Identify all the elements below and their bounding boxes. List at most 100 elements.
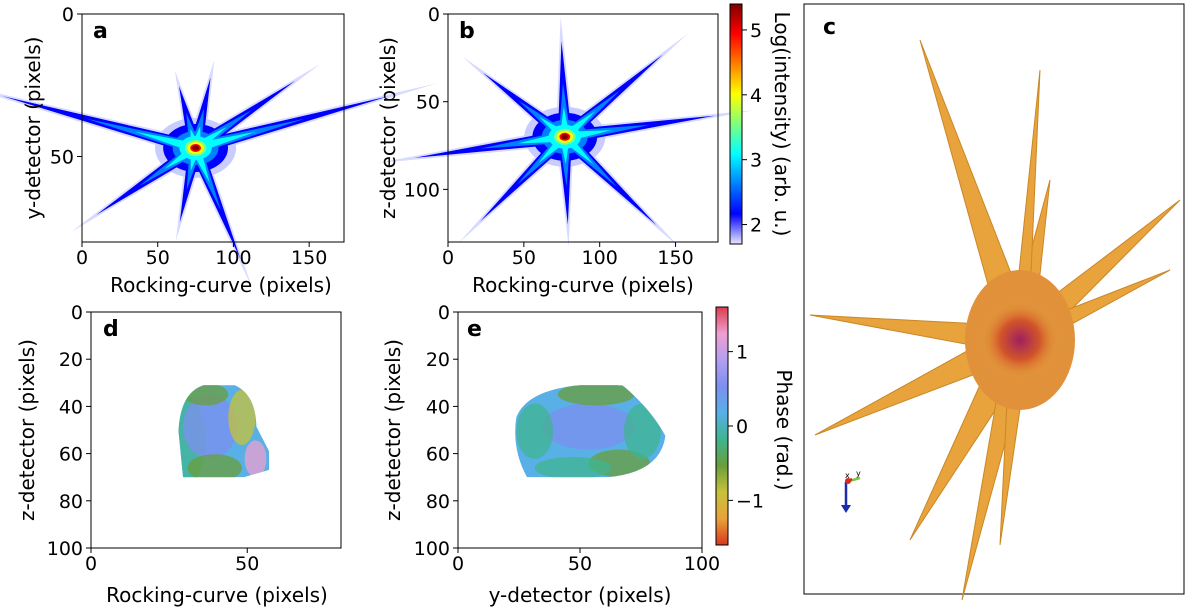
phase-region — [623, 403, 661, 459]
phase-region — [183, 394, 238, 459]
panel-e-ytick-label: 60 — [426, 444, 450, 466]
intensity-colorbar-gradient — [730, 4, 742, 244]
panel-e-label: e — [467, 317, 482, 342]
panel-b-xtick-label: 50 — [512, 247, 536, 269]
panel-b-xtick-label: 100 — [582, 247, 618, 269]
panel-b-label: b — [459, 19, 475, 44]
panel-a-xtick-label: 150 — [291, 247, 327, 269]
panel-b-xtick-label: 150 — [657, 247, 693, 269]
panel-d-frame — [90, 311, 342, 549]
panel-c-orientation-axes: x y — [841, 469, 861, 513]
panel-b-xtick-label: 0 — [442, 247, 454, 269]
panel-a-xtick-label: 100 — [215, 247, 251, 269]
phase-region — [228, 389, 256, 445]
intensity-streak — [414, 129, 566, 158]
panel-b-ytick-label: 100 — [404, 179, 440, 201]
panel-a-frame — [81, 13, 345, 243]
orientation-origin — [845, 478, 851, 484]
panel-d-ytick-label: 0 — [71, 302, 83, 324]
panel-c-isosurface — [809, 39, 1181, 601]
intensity-streak — [563, 115, 716, 144]
intensity-streak — [86, 118, 198, 154]
panel-c-label: c — [823, 15, 836, 40]
panel-a-ytick-label: 50 — [50, 147, 74, 169]
phase-colorbar-tick-label: −1 — [736, 490, 764, 512]
panel-b-ticks: 0 50 100 150 0 50 100 — [404, 4, 694, 269]
phase-region — [557, 385, 635, 406]
intensity-core — [192, 145, 199, 151]
phase-colorbar-label: Phase (rad.) — [772, 369, 796, 490]
panel-d-xlabel: Rocking-curve (pixels) — [106, 583, 328, 607]
panel-e-xlabel: y-detector (pixels) — [489, 583, 672, 607]
panel-a: a 0 50 100 150 0 50 Rocking-curve (pixels) y-… — [0, 4, 438, 297]
intensity-colorbar-tick-label: 3 — [750, 150, 762, 172]
panel-e-ytick-label: 100 — [414, 538, 450, 560]
panel-e-xtick-label: 100 — [684, 553, 720, 575]
panel-e-ytick-label: 20 — [426, 349, 450, 371]
panel-b-heatmap — [376, 16, 753, 248]
panel-d-ytick-label: 40 — [59, 396, 83, 418]
panel-b-ylabel: z-detector (pixels) — [376, 37, 400, 219]
panel-d-label: d — [103, 317, 119, 342]
panel-a-ytick-label: 0 — [62, 4, 74, 26]
panel-d: d 0 50 0 20 40 60 80 100 Rocking-curve (pixels)… — [15, 302, 342, 607]
intensity-colorbar-label: Log(intensity) (arb. u.) — [770, 12, 794, 237]
panel-d-ytick-label: 60 — [59, 444, 83, 466]
panel-b-ytick-label: 50 — [416, 92, 440, 114]
panel-e-xtick-label: 50 — [568, 553, 592, 575]
panel-b-ytick-label: 0 — [428, 4, 440, 26]
phase-colorbar: −1 0 1 Phase (rad.) — [715, 306, 796, 546]
panel-c: c x y — [803, 3, 1185, 601]
panel-e-ytick-label: 0 — [438, 302, 450, 324]
panel-b: b 0 50 100 150 0 50 100 Rocking-curve (pixels)… — [376, 4, 753, 297]
intensity-streak — [193, 96, 389, 155]
panel-e-xtick-label: 0 — [452, 553, 464, 575]
intensity-streak — [376, 127, 567, 164]
intensity-streak — [563, 110, 753, 146]
panel-d-ticks: 0 50 0 20 40 60 80 100 — [47, 302, 260, 575]
panel-e-ylabel: z-detector (pixels) — [381, 339, 405, 521]
intensity-streak — [194, 118, 305, 154]
y-axis-label: y — [856, 469, 861, 478]
panel-a-label: a — [93, 19, 108, 44]
intensity-core — [561, 134, 569, 140]
panel-a-xtick-label: 0 — [76, 247, 88, 269]
phase-region — [516, 403, 554, 459]
panel-e-ytick-label: 80 — [426, 491, 450, 513]
panel-a-ticks: 0 50 100 150 0 50 — [50, 4, 327, 269]
intensity-colorbar-tick-label: 4 — [750, 85, 762, 107]
intensity-colorbar-frame — [729, 3, 743, 245]
intensity-streak — [193, 83, 438, 157]
intensity-streak — [2, 96, 198, 155]
panel-d-xtick-label: 0 — [85, 553, 97, 575]
phase-support — [178, 385, 270, 478]
isosurface-core — [980, 300, 1060, 380]
phase-region — [542, 403, 635, 450]
intensity-colorbar: 2 3 4 5 Log(intensity) (arb. u.) — [729, 3, 794, 245]
panel-b-xlabel: Rocking-curve (pixels) — [472, 273, 694, 297]
panel-d-ytick-label: 20 — [59, 349, 83, 371]
panel-e-ytick-label: 40 — [426, 396, 450, 418]
panel-a-xlabel: Rocking-curve (pixels) — [110, 273, 332, 297]
phase-colorbar-ticks: −1 0 1 — [728, 342, 764, 512]
panel-d-xtick-label: 50 — [235, 553, 259, 575]
panel-a-ylabel: y-detector (pixels) — [21, 37, 45, 220]
intensity-colorbar-ticks: 2 3 4 5 — [742, 20, 762, 237]
panel-a-xtick-label: 50 — [146, 247, 170, 269]
phase-colorbar-gradient — [716, 307, 728, 545]
z-axis-arrowhead — [841, 505, 851, 513]
panel-a-heatmap — [0, 59, 438, 288]
phase-colorbar-tick-label: 1 — [736, 342, 748, 364]
panel-b-frame — [447, 13, 719, 243]
panel-d-ytick-label: 80 — [59, 491, 83, 513]
x-axis-label: x — [845, 471, 850, 480]
panel-d-ytick-label: 100 — [47, 538, 83, 560]
phase-region — [244, 440, 267, 478]
panel-d-phase-map — [178, 385, 270, 478]
phase-region — [534, 456, 612, 478]
phase-region — [187, 454, 242, 478]
phase-colorbar-tick-label: 0 — [736, 416, 748, 438]
